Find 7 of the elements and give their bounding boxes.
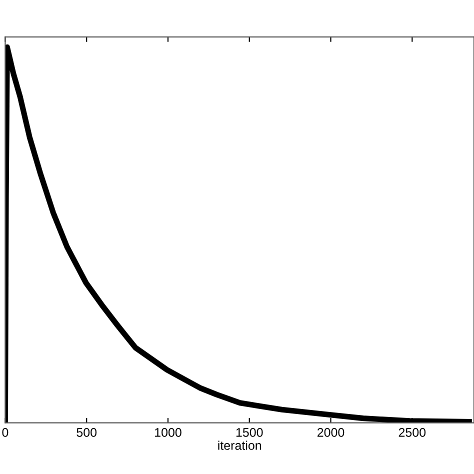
x-tick-label: 0 [2, 428, 8, 437]
x-tick-label: 1000 [155, 428, 182, 437]
x-tick-label: 2500 [398, 428, 426, 437]
x-tick-label: 1500 [236, 428, 263, 437]
x-tick-label: 2000 [317, 428, 344, 437]
x-axis-title: iteration [218, 440, 262, 450]
x-tick-label: 500 [76, 428, 97, 437]
